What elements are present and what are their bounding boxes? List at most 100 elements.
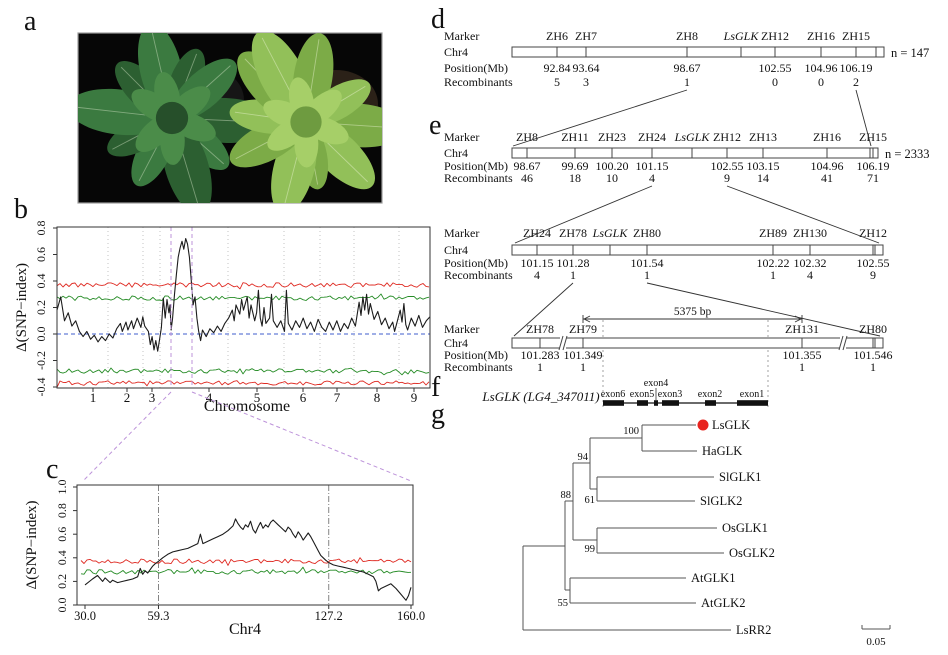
zoom-connector: [512, 89, 688, 147]
taxon-label: OsGLK1: [722, 521, 768, 535]
photo-content: [78, 33, 382, 203]
marker-label: ZH78: [526, 322, 554, 336]
marker-label: ZH131: [785, 322, 819, 336]
recombinants-label: 9: [724, 171, 730, 185]
bar-break: [842, 335, 848, 351]
zoom-connector: [726, 185, 880, 244]
panel-label-c: c: [46, 454, 59, 485]
zoom-connector: [82, 391, 172, 482]
y-tick-label: 0.8: [55, 503, 69, 518]
zoom-connectors-purple: [82, 391, 412, 482]
recombinants-label: 1: [684, 75, 690, 89]
x-tick-label: 6: [300, 390, 307, 405]
position-label: 98.67: [674, 61, 701, 75]
position-label: 99.69: [562, 159, 589, 173]
recombinants-label: 1: [770, 268, 776, 282]
panel-label-g: g: [431, 399, 445, 430]
arrow-head: [583, 315, 591, 323]
bar-break: [838, 335, 844, 351]
panel-label-e: e: [429, 110, 442, 141]
position-label: 102.22: [757, 256, 790, 270]
zoom-connector: [646, 282, 881, 337]
marker-label: ZH79: [569, 322, 597, 336]
exon-box: [654, 400, 658, 406]
x-tick-label: 3: [149, 390, 156, 405]
y-tick-label: 0.6: [55, 527, 69, 542]
bar-break-gap: [840, 337, 846, 349]
exon-label: exon6: [601, 389, 625, 400]
chromosome-bar: [511, 337, 884, 349]
marker-label: ZH15: [842, 29, 870, 43]
phylogenetic-tree: 100 61 94 99 88 55 LsGLK HaGLK SlGLK1 SlGLK2 OsGLK…: [522, 418, 891, 648]
position-label: 106.19: [840, 61, 873, 75]
recombinants-label: 1: [644, 268, 650, 282]
y-axis-title: Δ(SNP−index): [14, 263, 30, 352]
threshold-line: [56, 380, 430, 388]
position-label: 101.546: [854, 348, 893, 362]
x-tick-label: 59.3: [148, 609, 170, 623]
marker-label: ZH12: [859, 226, 887, 240]
row-label-position: Position(Mb): [444, 256, 508, 270]
bar-break: [562, 335, 568, 351]
threshold-line: [80, 566, 412, 575]
bootstrap-value: 99: [585, 544, 596, 555]
position-label: 101.28: [557, 256, 590, 270]
population-size-label: n = 147: [891, 46, 929, 60]
x-tick-label: 127.2: [315, 609, 343, 623]
position-label: 106.19: [857, 159, 890, 173]
taxon-label: LsGLK: [712, 418, 750, 432]
position-label: 102.55: [857, 256, 890, 270]
taxon-label: LsRR2: [736, 623, 771, 637]
position-label: 103.15: [747, 159, 780, 173]
position-label: 102.32: [794, 256, 827, 270]
recombinants-label: 9: [870, 268, 876, 282]
y-tick-label: -0.4: [34, 378, 48, 397]
row-label-position: Position(Mb): [444, 61, 508, 75]
row-label-marker: Marker: [444, 226, 479, 240]
zoom-connector: [191, 391, 412, 482]
position-label: 92.84: [544, 61, 571, 75]
recombinants-label: 2: [853, 75, 859, 89]
population-size-label: n = 2333: [885, 147, 930, 161]
recombinants-label: 5: [554, 75, 560, 89]
position-label: 101.349: [564, 348, 603, 362]
x-tick-label: 7: [334, 390, 341, 405]
row-label-recombinants: Recombinants: [444, 75, 513, 89]
marker-label: ZH78: [559, 226, 587, 240]
exon-box: [603, 400, 624, 406]
taxon-label: SlGLK2: [700, 494, 742, 508]
position-label: 101.15: [521, 256, 554, 270]
row-label-marker: Marker: [444, 29, 479, 43]
light-green-plant: [229, 33, 382, 203]
bar-break: [558, 335, 564, 351]
recombinants-label: 1: [799, 360, 805, 374]
row-label-recombinants: Recombinants: [444, 360, 513, 374]
exon-box: [737, 400, 768, 406]
y-tick-label: 0.4: [34, 274, 48, 289]
recombinants-label: 10: [606, 171, 618, 185]
gene-marker-label: LsGLK: [592, 226, 629, 240]
marker-label: ZH8: [676, 29, 698, 43]
y-tick-label: 0.4: [55, 550, 69, 565]
y-tick-label: 1.0: [55, 480, 69, 495]
zoom-connector: [513, 282, 574, 337]
marker-label: ZH89: [759, 226, 787, 240]
x-axis-title: Chromosome: [204, 398, 290, 415]
threshold-line: [80, 557, 412, 566]
marker-label: ZH80: [859, 322, 887, 336]
rosette-center: [290, 106, 322, 138]
panel-label-b: b: [14, 194, 28, 225]
threshold-line: [56, 367, 430, 376]
gene-marker-label: LsGLK: [723, 29, 760, 43]
x-tick-label: 2: [124, 390, 131, 405]
recombinants-label: 71: [867, 171, 879, 185]
chromosome-bar: [511, 46, 885, 58]
row-label-recombinants: Recombinants: [444, 171, 513, 185]
exon-label: exon4: [644, 378, 668, 389]
recombinants-label: 4: [649, 171, 655, 185]
x-tick-label: 5: [254, 390, 261, 405]
marker-label: ZH6: [546, 29, 568, 43]
x-tick-label: 1: [90, 390, 97, 405]
